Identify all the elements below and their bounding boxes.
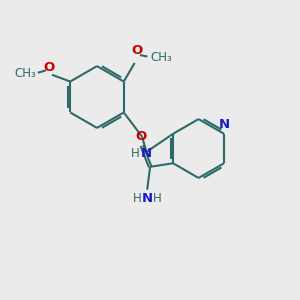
Text: CH₃: CH₃ — [14, 68, 36, 80]
Text: O: O — [136, 130, 147, 142]
Text: N: N — [142, 192, 153, 205]
Text: H: H — [133, 192, 142, 205]
Text: N: N — [219, 118, 230, 131]
Text: H: H — [131, 147, 140, 160]
Text: N: N — [141, 147, 152, 160]
Text: O: O — [44, 61, 55, 74]
Text: CH₃: CH₃ — [150, 51, 172, 64]
Text: H: H — [152, 192, 161, 205]
Text: O: O — [131, 44, 142, 57]
